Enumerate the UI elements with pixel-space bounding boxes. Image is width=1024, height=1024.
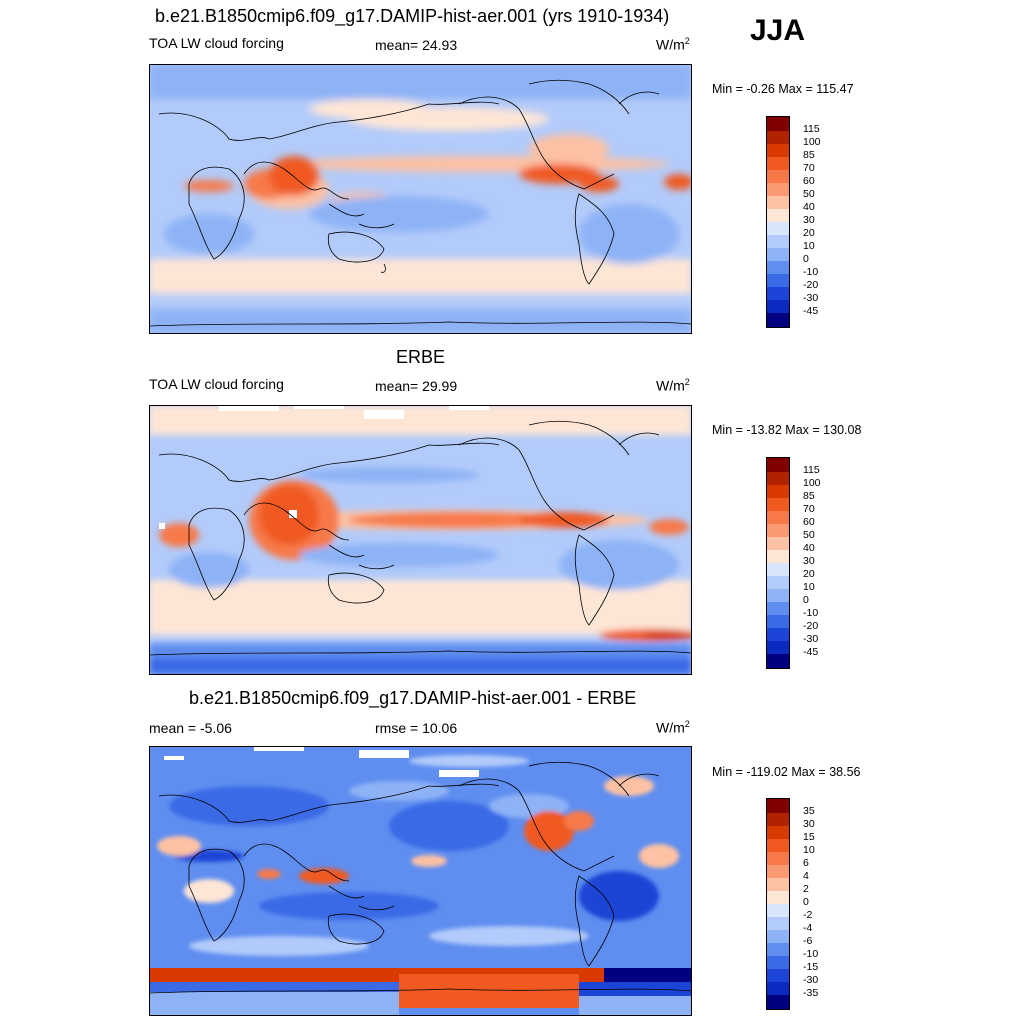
panel3-cbar-label: -35 — [803, 987, 819, 999]
season-label: JJA — [750, 14, 806, 47]
panel3-cbar-label: 15 — [803, 831, 815, 843]
panel2-cbar-label: 115 — [803, 464, 820, 476]
panel3-cbar-label: 30 — [803, 818, 815, 830]
panel3-cbar-label: 2 — [803, 883, 809, 895]
panel1-cbar-label: -45 — [803, 305, 819, 317]
panel2-cbar-label: 85 — [803, 490, 815, 502]
panel1-cbar-label: 40 — [803, 201, 815, 213]
panel3-map — [149, 746, 692, 1016]
panel2-cbar-label: 40 — [803, 542, 815, 554]
panel3-cbar-label: -10 — [803, 948, 819, 960]
panel1-cbar-label: 10 — [803, 240, 815, 252]
panel2-cbar-label: 60 — [803, 516, 815, 528]
panel3-cbar-label: -2 — [803, 909, 813, 921]
panel3-cbar-label: 4 — [803, 870, 809, 882]
panel2-cbar-label: 30 — [803, 555, 815, 567]
panel3-cbar-label: -4 — [803, 922, 813, 934]
panel3-colorbar: 35 30 15 10 6 4 2 0 -2 -4 -6 -10 -15 -30… — [766, 798, 818, 1010]
panel3-cbar-label: 10 — [803, 844, 815, 856]
panel2-cbar-label: -30 — [803, 633, 819, 645]
panel1-map — [149, 64, 692, 334]
panel2-cbar-label: 50 — [803, 529, 815, 541]
panel2-minmax: Min = -13.82 Max = 130.08 — [712, 423, 862, 437]
panel3-minmax: Min = -119.02 Max = 38.56 — [712, 765, 861, 779]
panel1-title: b.e21.B1850cmip6.f09_g17.DAMIP-hist-aer.… — [155, 6, 670, 26]
panel1-cbar-label: -10 — [803, 266, 819, 278]
panel3-rmse-label: rmse = 10.06 — [375, 720, 458, 736]
panel1-minmax: Min = -0.26 Max = 115.47 — [712, 82, 854, 96]
panel3-cbar-label: -30 — [803, 974, 819, 986]
panel3-cbar-label: -6 — [803, 935, 813, 947]
panel2-colorbar-swatches — [766, 457, 790, 669]
panel2-cbar-label: 20 — [803, 568, 815, 580]
panel3-mean-label: mean = -5.06 — [149, 720, 232, 736]
panel1-cbar-label: 70 — [803, 162, 815, 174]
panel1-mean-label: mean= 24.93 — [375, 37, 458, 53]
panel3-cbar-label: 35 — [803, 805, 815, 817]
panel2-mean-label: mean= 29.99 — [375, 378, 458, 394]
panel2-cbar-label: 0 — [803, 594, 809, 606]
panel2-variable-label: TOA LW cloud forcing — [149, 376, 284, 392]
panel1-variable-label: TOA LW cloud forcing — [149, 35, 284, 51]
panel3-cbar-label: 6 — [803, 857, 809, 869]
panel3-cbar-label: -15 — [803, 961, 819, 973]
panel1-cbar-label: 0 — [803, 253, 809, 265]
panel2-cbar-label: -20 — [803, 620, 819, 632]
panel3-title: b.e21.B1850cmip6.f09_g17.DAMIP-hist-aer.… — [189, 688, 637, 708]
panel2-unit: W/m2 — [656, 377, 690, 394]
panel1-colorbar-swatches — [766, 116, 790, 328]
panel1-cbar-label: 100 — [803, 136, 821, 148]
panel2-cbar-label: 70 — [803, 503, 815, 515]
panel1-cbar-label: 60 — [803, 175, 815, 187]
panel2-title: ERBE — [396, 347, 446, 367]
panel1-cbar-label: -20 — [803, 279, 819, 291]
panel1-cbar-label: 115 — [803, 123, 820, 135]
panel2-cbar-label: 10 — [803, 581, 815, 593]
panel3-colorbar-swatches — [766, 798, 790, 1010]
panel1-unit: W/m2 — [656, 36, 690, 53]
panel2-colorbar: 115 100 85 70 60 50 40 30 20 10 0 -10 -2… — [766, 457, 821, 669]
panel1-cbar-label: 50 — [803, 188, 815, 200]
panel1-cbar-label: 30 — [803, 214, 815, 226]
panel1-cbar-label: 85 — [803, 149, 815, 161]
panel1-colorbar: 115 100 85 70 60 50 40 30 20 10 0 -10 -2… — [766, 116, 821, 328]
panel2-map — [149, 405, 692, 675]
panel2-cbar-label: -10 — [803, 607, 819, 619]
panel2-cbar-label: 100 — [803, 477, 821, 489]
panel2-cbar-label: -45 — [803, 646, 819, 658]
panel1-cbar-label: -30 — [803, 292, 819, 304]
panel3-unit: W/m2 — [656, 719, 690, 736]
panel1-cbar-label: 20 — [803, 227, 815, 239]
panel3-cbar-label: 0 — [803, 896, 809, 908]
